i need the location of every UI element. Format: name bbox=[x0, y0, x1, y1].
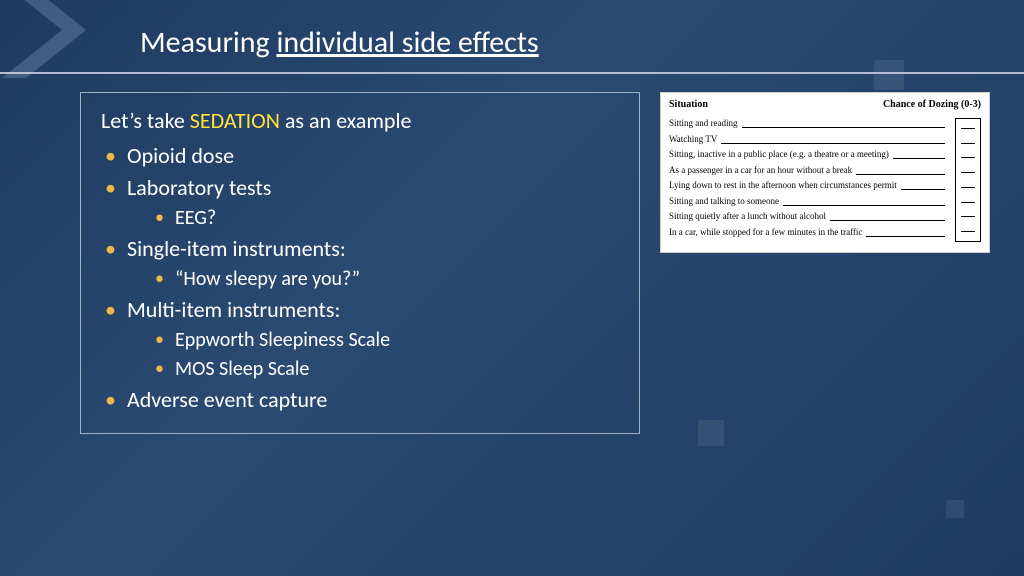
list-item: Opioid dose bbox=[105, 140, 619, 172]
epworth-row-label: In a car, while stopped for a few minute… bbox=[669, 227, 862, 237]
epworth-row: Sitting quietly after a lunch without al… bbox=[669, 211, 949, 221]
epworth-row-label: Sitting, inactive in a public place (e.g… bbox=[669, 149, 889, 159]
lead-line: Let’s take SEDATION as an example bbox=[101, 107, 619, 134]
content-box: Let’s take SEDATION as an example Opioid… bbox=[80, 92, 640, 434]
list-item: Adverse event capture bbox=[105, 384, 619, 416]
lead-highlight: SEDATION bbox=[190, 107, 280, 134]
epworth-row: Sitting and reading bbox=[669, 118, 949, 128]
epworth-row-line bbox=[721, 136, 945, 144]
lead-after: as an example bbox=[280, 107, 412, 134]
epworth-score-slot bbox=[961, 216, 975, 217]
epworth-row: Watching TV bbox=[669, 134, 949, 144]
list-item: Single-item instruments: “How sleepy are … bbox=[105, 233, 619, 294]
epworth-row-label: Sitting and reading bbox=[669, 118, 738, 128]
epworth-score-slot bbox=[961, 172, 975, 173]
epworth-row-line bbox=[893, 151, 945, 159]
epworth-row-line bbox=[783, 198, 945, 206]
epworth-row-line bbox=[856, 167, 945, 175]
title-rule bbox=[0, 72, 1024, 74]
epworth-row: Lying down to rest in the afternoon when… bbox=[669, 180, 949, 190]
lead-before: Let’s take bbox=[101, 107, 190, 134]
epworth-score-slot bbox=[961, 187, 975, 188]
epworth-score-slot bbox=[961, 143, 975, 144]
list-item-label: Multi-item instruments: bbox=[127, 296, 340, 323]
list-item: Laboratory tests EEG? bbox=[105, 172, 619, 233]
epworth-row-line bbox=[901, 182, 945, 190]
epworth-row-line bbox=[830, 213, 945, 221]
title-plain: Measuring bbox=[140, 24, 276, 61]
list-item: Multi-item instruments: Eppworth Sleepine… bbox=[105, 294, 619, 384]
epworth-row-label: Lying down to rest in the afternoon when… bbox=[669, 180, 897, 190]
list-item-label: Adverse event capture bbox=[127, 386, 327, 413]
list-item-label: Opioid dose bbox=[127, 142, 234, 169]
sub-list: “How sleepy are you?” bbox=[155, 265, 619, 294]
sub-list: Eppworth Sleepiness ScaleMOS Sleep Scale bbox=[155, 326, 619, 384]
epworth-score-column bbox=[955, 118, 981, 242]
epworth-row: In a car, while stopped for a few minute… bbox=[669, 227, 949, 237]
epworth-row-label: Sitting and talking to someone bbox=[669, 196, 779, 206]
epworth-row-label: As a passenger in a car for an hour with… bbox=[669, 165, 852, 175]
epworth-score-slot bbox=[961, 231, 975, 232]
epworth-score-slot bbox=[961, 202, 975, 203]
epworth-row-label: Watching TV bbox=[669, 134, 717, 144]
epworth-row-label: Sitting quietly after a lunch without al… bbox=[669, 211, 826, 221]
epworth-row-line bbox=[742, 120, 946, 128]
epworth-row: Sitting and talking to someone bbox=[669, 196, 949, 206]
sub-list-item: “How sleepy are you?” bbox=[155, 265, 619, 294]
epworth-row: As a passenger in a car for an hour with… bbox=[669, 165, 949, 175]
title-underlined: individual side effects bbox=[276, 24, 538, 61]
sub-list: EEG? bbox=[155, 204, 619, 233]
epworth-row: Sitting, inactive in a public place (e.g… bbox=[669, 149, 949, 159]
sub-list-item: Eppworth Sleepiness Scale bbox=[155, 326, 619, 355]
epworth-score-slot bbox=[961, 157, 975, 158]
sub-list-item: MOS Sleep Scale bbox=[155, 355, 619, 384]
list-item-label: Single-item instruments: bbox=[127, 235, 346, 262]
epworth-card: Situation Chance of Dozing (0-3) Sitting… bbox=[660, 92, 990, 253]
epworth-score-slot bbox=[961, 128, 975, 129]
epworth-rows: Sitting and reading Watching TV Sitting, i… bbox=[669, 118, 949, 242]
epworth-row-line bbox=[866, 229, 945, 237]
list-item-label: Laboratory tests bbox=[127, 174, 271, 201]
bullet-list: Opioid dose Laboratory tests EEG?Single-it… bbox=[105, 140, 619, 415]
epworth-header-right: Chance of Dozing (0-3) bbox=[883, 99, 981, 110]
epworth-header-left: Situation bbox=[669, 99, 708, 110]
slide-title: Measuring individual side effects bbox=[0, 24, 1024, 61]
sub-list-item: EEG? bbox=[155, 204, 619, 233]
